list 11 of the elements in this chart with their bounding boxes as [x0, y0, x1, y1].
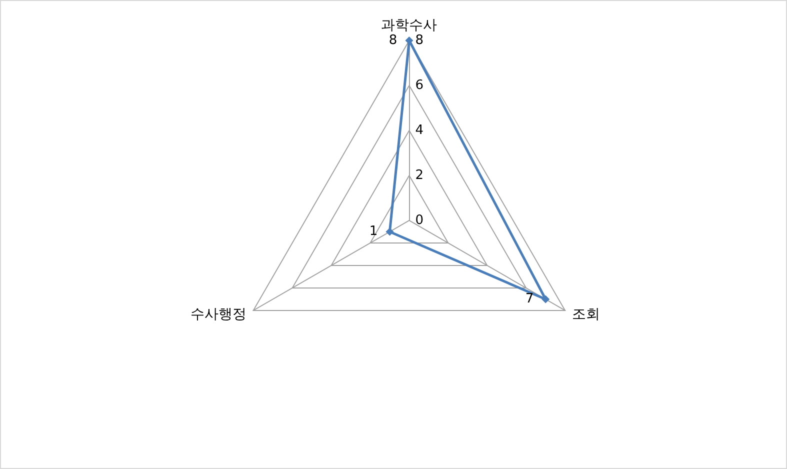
y-tick-label: 6 — [415, 78, 424, 93]
data-label: 8 — [388, 32, 398, 48]
spoke-label: 과학수사 — [381, 17, 438, 34]
spoke-label: 조회 — [572, 306, 600, 322]
spoke-label: 수사행정 — [190, 306, 246, 322]
data-label: 1 — [369, 224, 378, 240]
data-label: 7 — [525, 292, 534, 307]
y-tick-label: 0 — [415, 212, 424, 228]
y-tick-label: 8 — [415, 32, 424, 48]
y-tick-label: 2 — [415, 168, 424, 183]
y-tick-label: 4 — [415, 122, 424, 138]
